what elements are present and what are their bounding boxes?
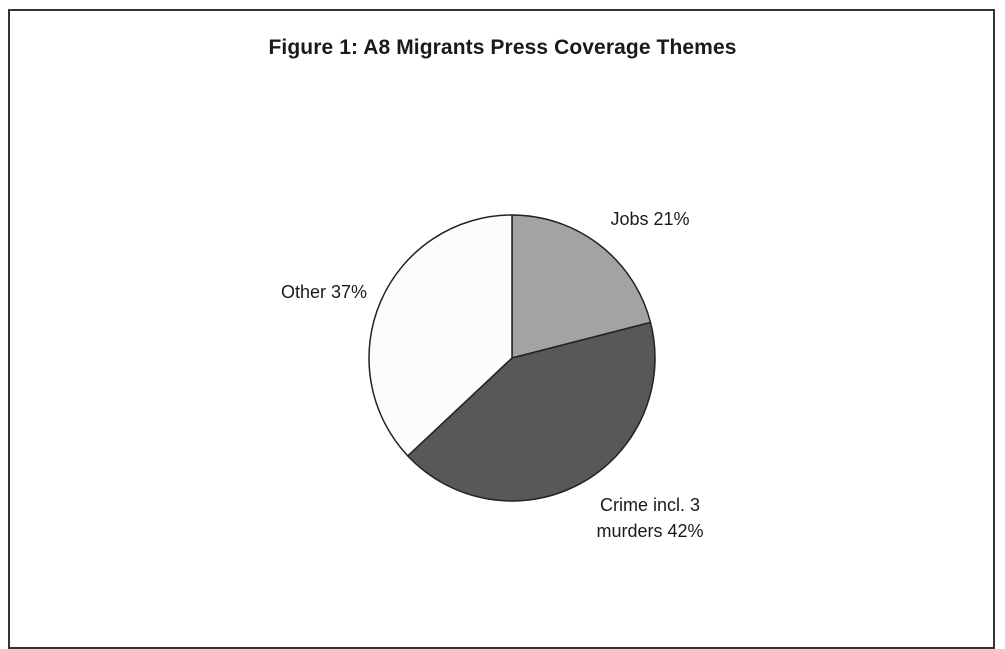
slice-label-line: Other 37%: [281, 282, 367, 302]
slice-label-1: Jobs 21%: [610, 209, 689, 229]
pie-slices: [368, 214, 656, 502]
pie-labels: Jobs 21% Crime incl. 3 murders 42% Other 37…: [281, 209, 704, 541]
pie-slice-3: [368, 214, 513, 457]
slice-label-line: Crime incl. 3: [600, 495, 700, 515]
slice-label-3: Other 37%: [281, 282, 367, 302]
chart-title: Figure 1: A8 Migrants Press Coverage The…: [268, 36, 737, 59]
slice-label-2: Crime incl. 3 murders 42%: [596, 495, 703, 541]
pie-slice-1: [511, 214, 652, 359]
slice-label-line: murders 42%: [596, 521, 703, 541]
pie-slice-2: [407, 321, 656, 502]
slice-label-line: Jobs 21%: [610, 209, 689, 229]
pie-chart: Jobs 21% Crime incl. 3 murders 42% Other 37…: [281, 209, 704, 541]
